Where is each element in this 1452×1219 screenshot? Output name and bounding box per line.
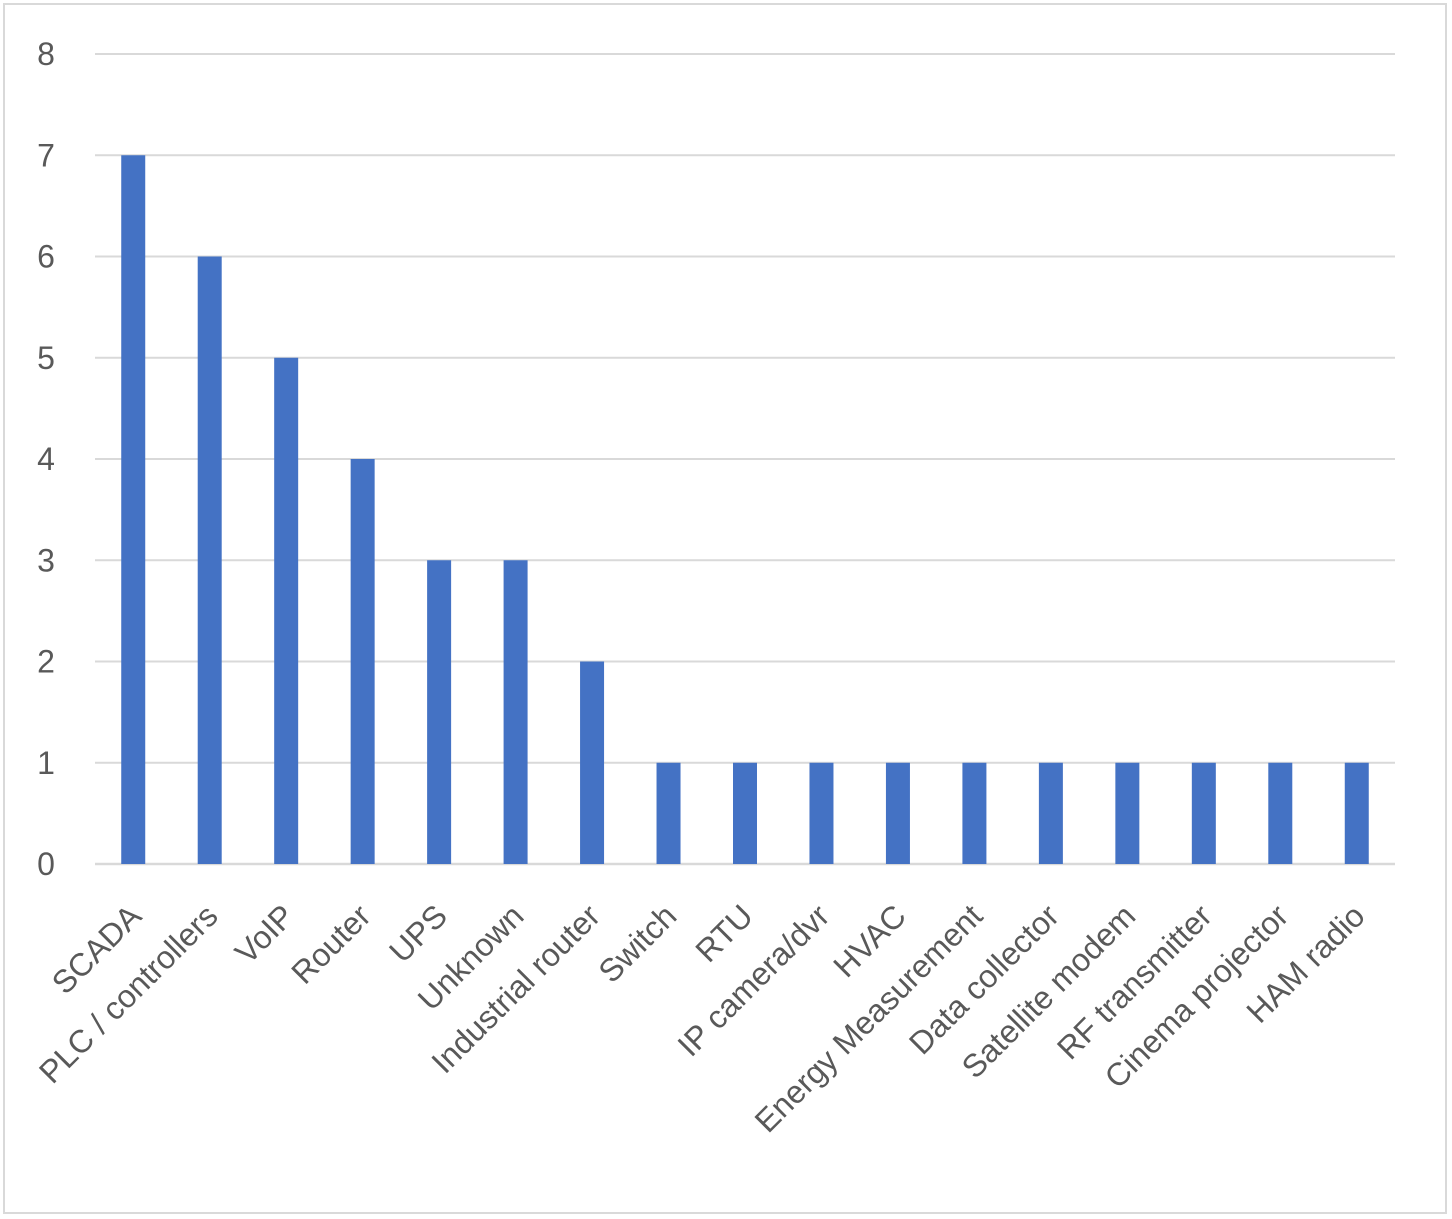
bar bbox=[274, 357, 299, 864]
y-tick-label: 3 bbox=[37, 542, 55, 578]
bar bbox=[885, 762, 910, 864]
y-axis: 0 1 2 3 4 5 6 7 8 bbox=[37, 36, 55, 882]
bar bbox=[350, 459, 375, 864]
y-tick-label: 2 bbox=[37, 644, 55, 680]
bar bbox=[962, 762, 987, 864]
y-tick-label: 5 bbox=[37, 340, 55, 376]
bar bbox=[580, 661, 605, 864]
bar bbox=[809, 762, 834, 864]
bar bbox=[1191, 762, 1216, 864]
gridlines bbox=[95, 53, 1395, 866]
bar bbox=[197, 256, 222, 864]
bars bbox=[121, 155, 1369, 864]
x-category-label: Router bbox=[284, 897, 378, 991]
bar bbox=[1344, 762, 1369, 864]
x-category-label: Switch bbox=[591, 897, 683, 989]
y-tick-label: 1 bbox=[37, 745, 55, 781]
bar bbox=[427, 560, 452, 864]
chart-frame bbox=[3, 3, 1447, 1214]
bar bbox=[656, 762, 681, 864]
y-tick-label: 4 bbox=[37, 441, 55, 477]
bar bbox=[1268, 762, 1293, 864]
bar bbox=[1115, 762, 1140, 864]
y-tick-label: 6 bbox=[37, 239, 55, 275]
bar bbox=[1038, 762, 1063, 864]
y-tick-label: 0 bbox=[37, 846, 55, 882]
bar bbox=[503, 560, 528, 864]
y-tick-label: 8 bbox=[37, 36, 55, 72]
bar bbox=[121, 155, 146, 864]
y-tick-label: 7 bbox=[37, 137, 55, 173]
bar bbox=[733, 762, 757, 864]
